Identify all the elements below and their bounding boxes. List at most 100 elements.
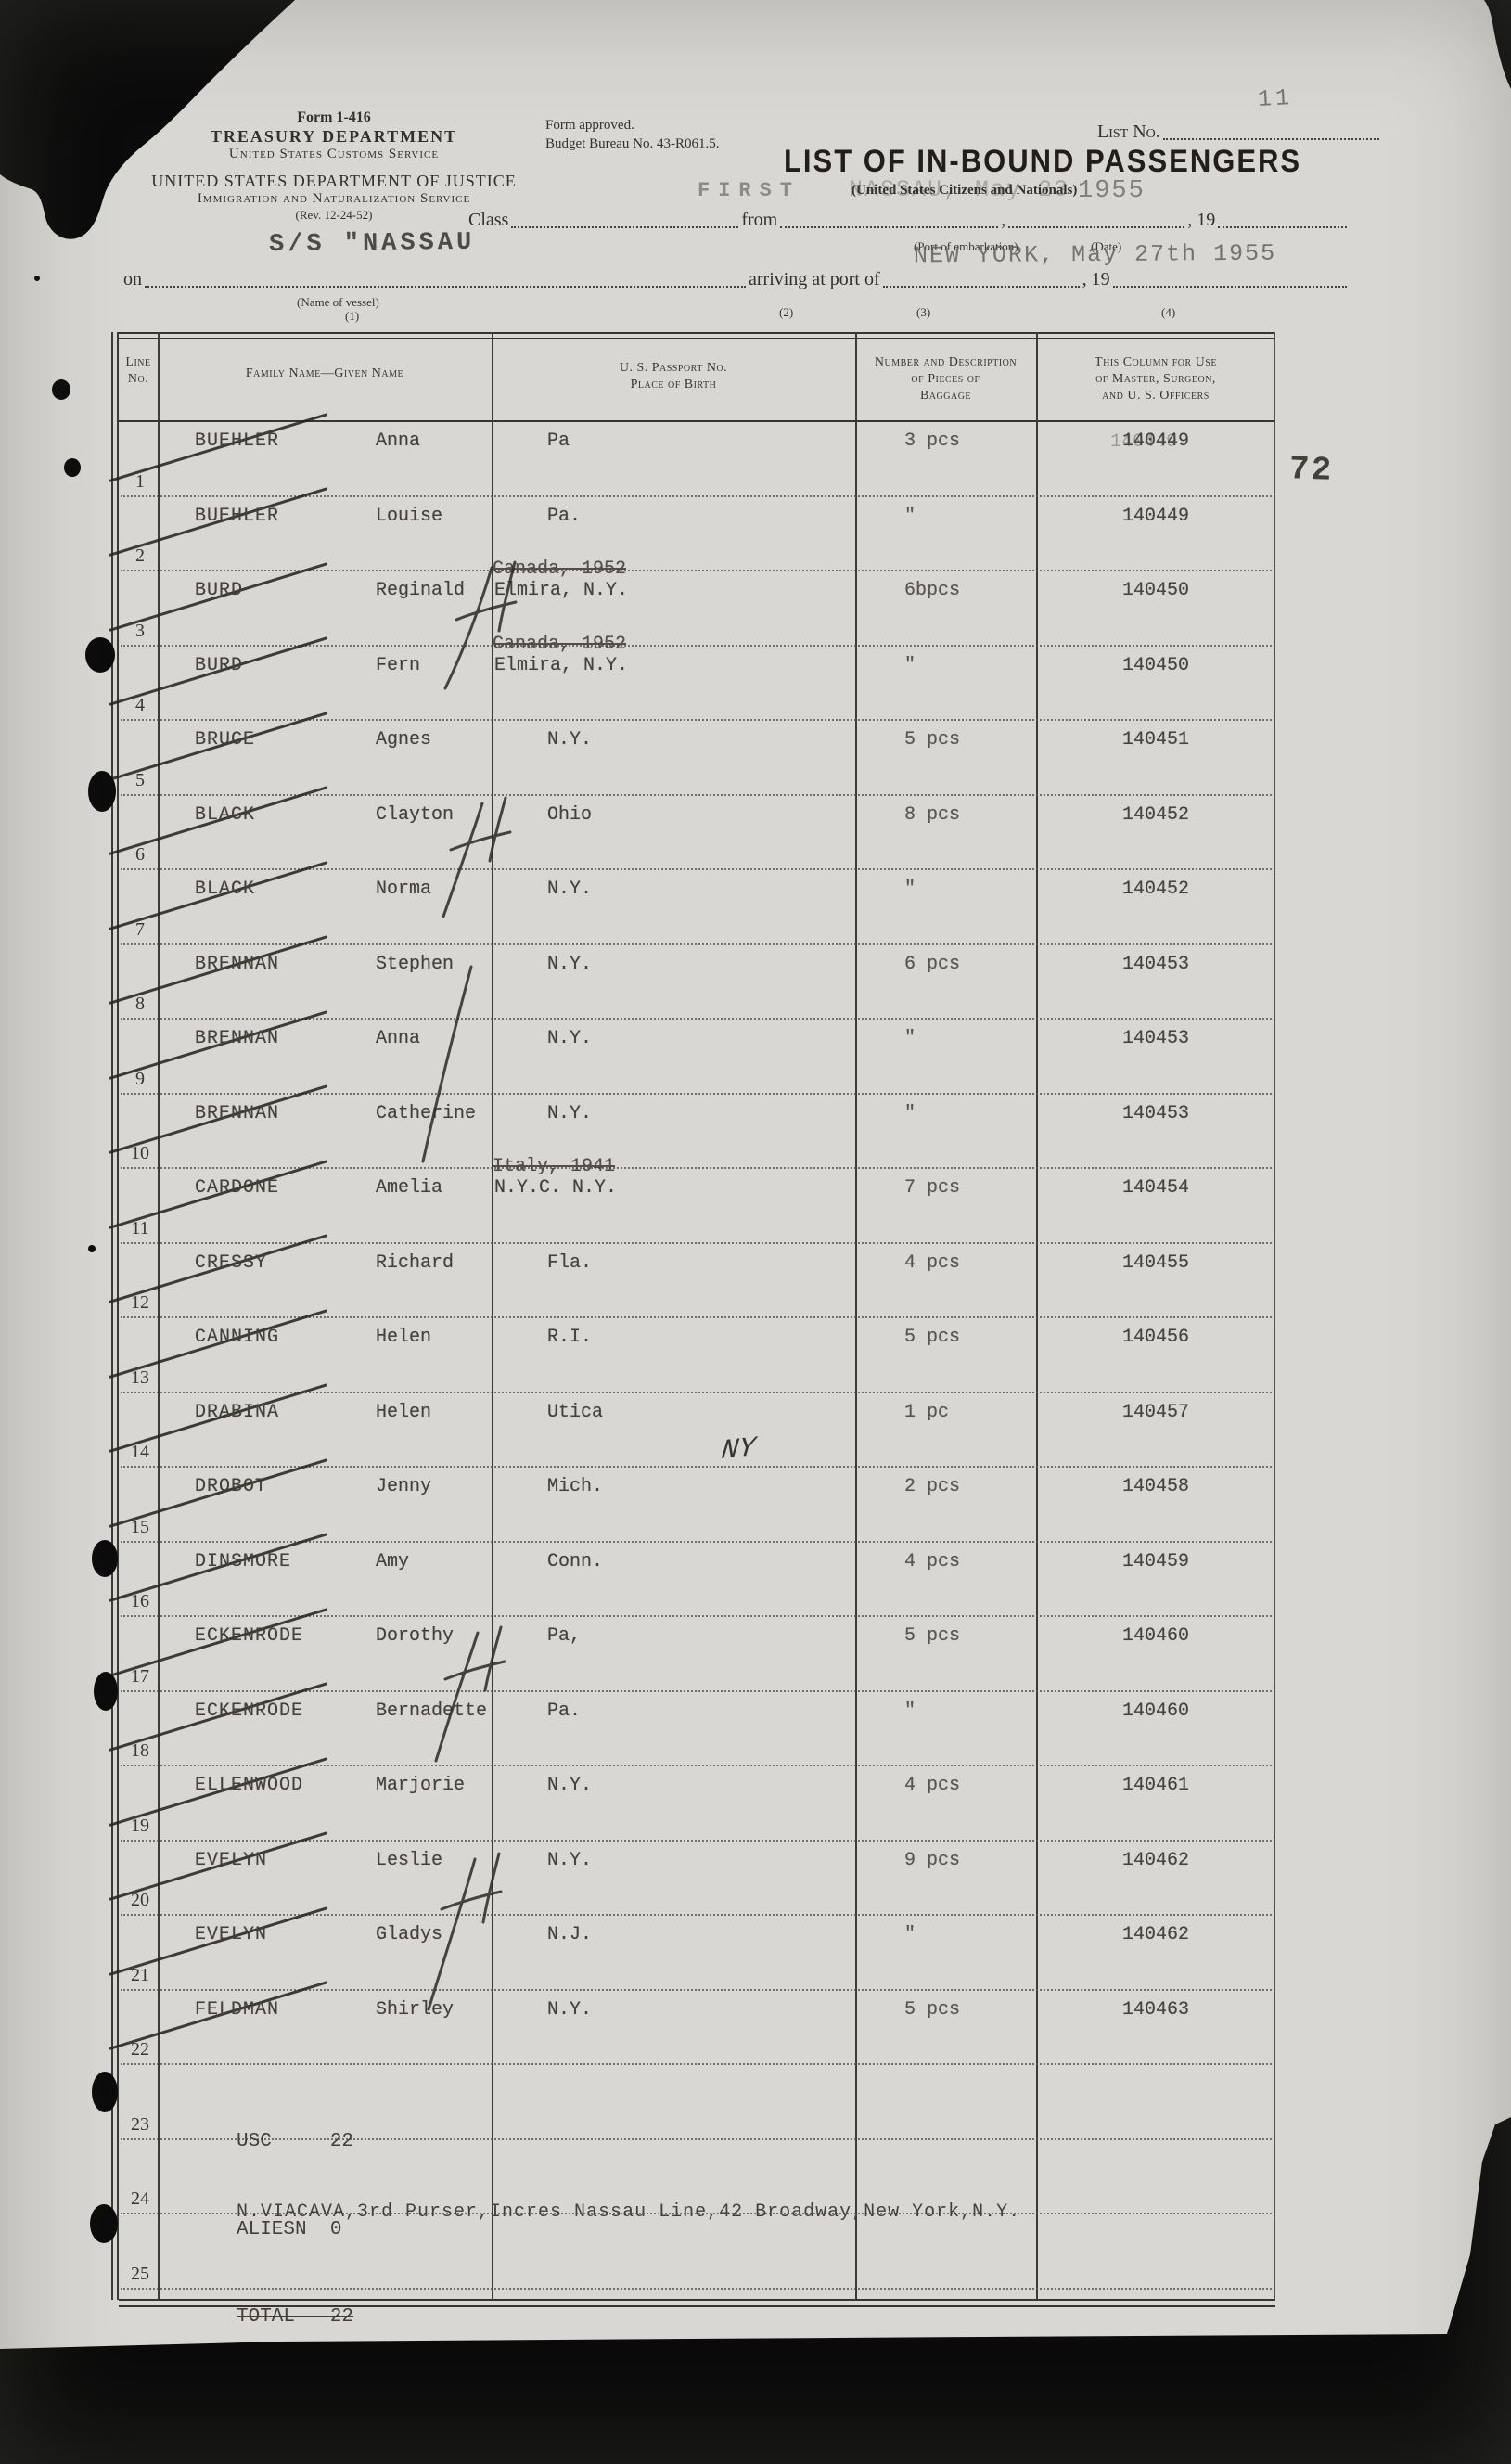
port-blank [780,213,999,228]
table-row: 22 FELDMAN Shirley N.Y. 5 pcs 140463 [109,1981,1275,2066]
given-name: Helen [376,1401,432,1423]
class-label: Class [468,210,509,230]
baggage-pieces: 9 pcs [904,1849,961,1871]
col-rule-lineno [158,332,160,2300]
line-number: 16 [131,1591,149,1611]
baggage-pieces: 4 pcs [904,1251,961,1274]
table-row: 8 BRENNAN Stephen N.Y. 6 pcs 140453 [109,935,1275,1020]
line-number: 15 [131,1516,149,1537]
struck-birthplace: Italy, 1941 [493,1156,616,1177]
col-rule-baggage [1036,332,1038,2300]
place-of-birth: N.Y. [547,879,593,900]
year-prefix-2: , 19 [1082,269,1110,289]
officer-number: 140462 [1121,1924,1189,1945]
line-number: 2 [135,545,145,566]
baggage-pieces: 5 pcs [904,1998,961,2021]
place-of-birth: Pa. [547,1700,582,1722]
table-row: 18 ECKENRODE Bernadette Pa. ″ 140460 [109,1682,1275,1767]
family-name: BRENNAN [195,1028,280,1049]
given-name: Bernadette [376,1700,488,1722]
baggage-pieces: ″ [904,654,916,676]
family-name: BRENNAN [195,953,280,975]
given-name: Anna [376,430,421,452]
officer-number: 140449 [1121,430,1189,452]
line-number: 21 [131,1964,149,1985]
totals-total: TOTAL 22 [237,2306,354,2328]
officer-number: 140451 [1121,729,1189,751]
baggage-pieces: ″ [904,1700,916,1722]
family-name: ECKENRODE [195,1625,304,1647]
table-row: 21 EVELYN Gladys N.J. ″ 140462 [109,1906,1275,1991]
baggage-pieces: 1 pc [904,1401,950,1423]
family-name: CANNING [195,1327,280,1348]
table-right-rule [1274,332,1275,2300]
given-name: Louise [376,505,443,527]
on-arriving-line: on arriving at port of , 19 [123,269,1350,290]
line-number: 1 [135,470,145,492]
agency-treasury: TREASURY DEPARTMENT [210,126,458,146]
place-of-birth: Pa, [547,1625,582,1647]
arrival-port-date-stamp: NEW YORK, May 27th 1955 [913,239,1277,270]
column-ref-4: (4) [1161,305,1176,319]
given-name: Fern [376,654,421,676]
table-row: 1 BUEHLER Anna Pa 3 pcs 140449 [109,412,1275,497]
baggage-pieces: 4 pcs [904,1775,961,1796]
place-of-birth: Fla. [547,1251,593,1274]
totals-usc: USC 22 [237,2131,354,2152]
arriving-label: arriving at port of [749,269,880,289]
purser-signature-line: N.VIACAVA,3rd Purser,Incres Nassau Line,… [237,2201,1021,2223]
line-number: 23 [131,2113,149,2135]
officer-number: 140463 [1121,1998,1189,2021]
family-name: BRUCE [195,729,256,751]
table-row: 4 BURD Fern Canada, 1952 Elmira, N.Y. ″ … [109,634,1275,722]
agency-customs: United States Customs Service [228,147,440,162]
given-name: Clayton [376,803,455,826]
family-name: EVELYN [195,1924,268,1945]
family-name: DROBOT [195,1476,268,1497]
table-row: 16 DINSMORE Amy Conn. 4 pcs 140459 [109,1533,1275,1618]
place-of-birth: Utica [547,1401,604,1423]
col-rule-passport [855,332,857,2300]
form-approved-line1: Form approved. [545,118,634,133]
date-caption: (Date) [1091,239,1122,253]
place-of-birth: N.Y. [547,1775,593,1796]
officer-number: 140458 [1121,1476,1189,1497]
table-left-rule-inner [117,332,119,2300]
given-name: Anna [376,1028,421,1049]
officer-number: 140450 [1121,580,1189,601]
officer-number: 140459 [1121,1550,1189,1572]
officer-number: 140462 [1121,1849,1189,1871]
table-row: 14 DRABINA Helen Utica NY 1 pc 140457 [109,1383,1275,1469]
baggage-pieces: 5 pcs [904,1625,961,1647]
table-row: 20 EVELYN Leslie N.Y. 9 pcs 140462 [109,1831,1275,1917]
place-of-birth: Pa. [547,505,582,527]
agency-block: Form 1-416 TREASURY DEPARTMENT United St… [130,109,538,222]
table-top-rule [119,332,1275,339]
family-name: DRABINA [195,1401,280,1423]
officer-number: 140453 [1121,953,1189,975]
officer-number: 140454 [1121,1177,1189,1199]
table-row: 12 CRESSY Richard Fla. 4 pcs 140455 [109,1234,1275,1319]
from-label: from [741,210,778,230]
place-of-birth: Pa [547,430,570,452]
line-number: 14 [131,1442,149,1462]
column-ref-1: (1) [345,309,360,323]
table-row: 19 ELLENWOOD Marjorie N.Y. 4 pcs 140461 [109,1756,1275,1842]
column-ref-3: (3) [916,305,931,319]
baggage-pieces: ″ [904,1028,916,1049]
family-name: BURD [195,580,244,601]
baggage-pieces: ″ [904,505,916,527]
line-number: 20 [131,1890,149,1910]
place-of-birth: N.Y. [547,1849,593,1871]
given-name: Dorothy [376,1625,455,1647]
year-prefix-1: , 19 [1187,210,1216,230]
date-blank [1008,213,1185,228]
baggage-pieces: 5 pcs [904,1327,961,1348]
page-subtitle: (United States Citizens and Nationals) [852,183,1078,198]
place-of-birth: N.Y. [547,1102,593,1124]
given-name: Marjorie [376,1775,466,1796]
officer-number: 140460 [1121,1625,1189,1647]
line-number: 10 [131,1143,149,1163]
given-name: Jenny [376,1476,432,1497]
table-row: 3 BURD Reginald Canada, 1952 Elmira, N.Y… [109,558,1275,647]
